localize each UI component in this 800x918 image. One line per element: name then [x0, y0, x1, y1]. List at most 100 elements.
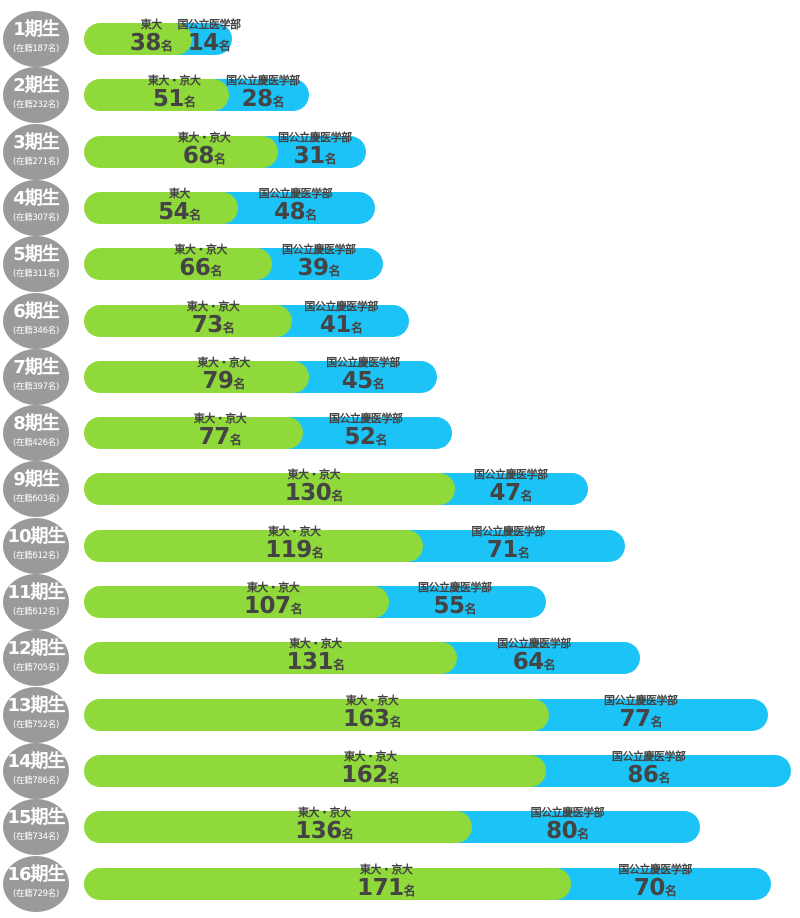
- bar-green: [84, 811, 472, 844]
- bar-value-label: 東大・京大 68名: [178, 131, 231, 171]
- bar-value-label: 東大・京大 119名: [265, 524, 324, 565]
- bar-value: 130名: [285, 481, 344, 508]
- bar-value-unit: 名: [577, 827, 589, 842]
- bar-green: [84, 698, 549, 731]
- bar-value-label: 国公立慶医学部 48名: [258, 186, 333, 227]
- bar-category-label: 国公立慶医学部: [278, 130, 352, 144]
- bar-value: 77名: [604, 707, 678, 734]
- bar-blue: [221, 191, 375, 224]
- enrollment-label: (在籍729名): [13, 888, 59, 899]
- term-badge: 7期生 (在籍397名): [3, 348, 69, 405]
- bar-category-label: 東大・京大: [268, 524, 321, 538]
- chart-row: 8期生 (在籍426名) 東大・京大 77名 国公立慶医学部 52名: [0, 405, 800, 462]
- bar-category-label: 国公立慶医学部: [258, 186, 333, 200]
- enrollment-label: (在籍752名): [13, 719, 59, 730]
- bar-category-label: 国公立慶医学部: [471, 524, 545, 538]
- enrollment-label: (在籍734名): [13, 832, 59, 843]
- bar-value-number: 66: [179, 255, 211, 282]
- bar-category-label: 東大・京大: [359, 862, 413, 876]
- bar-value: 38名: [130, 31, 173, 58]
- bar-category-label: 東大・京大: [345, 693, 399, 707]
- bar-value-label: 国公立慶医学部 31名: [278, 130, 352, 171]
- enrollment-label: (在籍612名): [13, 607, 59, 617]
- term-badge: 12期生 (在籍705名): [3, 630, 69, 687]
- chart-row: 14期生 (在籍786名) 東大・京大 162名 国公立慶医学部 86名: [0, 742, 800, 799]
- bar-value-unit: 名: [658, 770, 670, 785]
- term-badge: 5期生 (在籍311名): [3, 236, 69, 293]
- bar-value-unit: 名: [324, 151, 337, 166]
- bar-green: [84, 304, 293, 337]
- bar-value-label: 国公立慶医学部 45名: [326, 355, 400, 396]
- bar-green: [84, 248, 273, 281]
- bar-value-number: 51: [152, 86, 185, 113]
- bar-value-unit: 名: [183, 95, 196, 110]
- bar-value: 79名: [197, 369, 250, 396]
- bar-green: [84, 417, 304, 450]
- bar-value: 48名: [259, 200, 333, 227]
- bar-blue: [532, 698, 768, 731]
- bar-value-number: 64: [512, 649, 545, 676]
- bar-value-unit: 名: [213, 151, 226, 166]
- bar-value-label: 国公立慶医学部 70名: [618, 862, 692, 903]
- bar-value-unit: 名: [517, 545, 530, 560]
- bar-value: 28名: [226, 87, 300, 114]
- enrollment-label: (在籍786名): [13, 775, 59, 786]
- bar-value: 47名: [474, 481, 548, 508]
- bar-blue: [293, 360, 438, 393]
- bar-value-label: 国公立慶医学部 64名: [497, 638, 571, 677]
- bar-value: 73名: [187, 313, 240, 340]
- term-label: 10期生: [7, 525, 65, 547]
- bar-value-unit: 名: [350, 320, 363, 335]
- term-label: 6期生: [13, 300, 60, 322]
- bar-value-unit: 名: [189, 207, 201, 222]
- bar-category-label: 東大・京大: [289, 637, 342, 651]
- bar-value-label: 国公立慶医学部 47名: [474, 469, 548, 508]
- bar-value: 163名: [343, 707, 402, 734]
- bar-value-number: 28: [241, 86, 274, 113]
- term-label: 14期生: [7, 750, 65, 772]
- bar-value-label: 東大・京大 131名: [286, 637, 345, 677]
- chart-row: 6期生 (在籍346名) 東大・京大 73名 国公立慶医学部 41名: [0, 292, 800, 349]
- bar-value-number: 41: [319, 311, 352, 338]
- enrollment-label: (在籍426名): [13, 438, 59, 449]
- bar-value-label: 東大・京大 130名: [285, 469, 344, 508]
- bar-value-unit: 名: [403, 883, 416, 898]
- bar-value-number: 48: [274, 198, 306, 225]
- bar-value-unit: 名: [210, 264, 222, 279]
- bar-value-unit: 名: [229, 433, 242, 448]
- bar-value: 80名: [531, 819, 605, 846]
- bar-value-unit: 名: [389, 714, 402, 729]
- bar-value: 171名: [357, 876, 416, 903]
- bar-category-label: 国公立慶医学部: [618, 862, 692, 876]
- bar-value-number: 79: [202, 367, 234, 394]
- bar-value-label: 国公立慶医学部 71名: [471, 524, 545, 565]
- bar-category-label: 国公立慶医学部: [326, 355, 400, 369]
- enrollment-label: (在籍311名): [13, 269, 59, 280]
- chart-row: 10期生 (在籍612名) 東大・京大 119名 国公立慶医学部 71名: [0, 517, 800, 574]
- bar-value-unit: 名: [328, 264, 341, 279]
- bar-blue: [455, 811, 700, 844]
- bar-value-unit: 名: [375, 433, 387, 448]
- bar-value-number: 68: [182, 142, 215, 169]
- bar-value-number: 131: [286, 649, 333, 676]
- term-badge: 15期生 (在籍734名): [3, 799, 69, 856]
- bar-green: [84, 79, 230, 112]
- bar-value-unit: 名: [520, 489, 533, 504]
- bar-category-label: 国公立慶医学部: [611, 749, 686, 763]
- bar-green: [84, 360, 310, 393]
- bar-category-label: 国公立慶医学部: [497, 637, 571, 651]
- bar-value-label: 東大・京大 171名: [357, 862, 416, 903]
- bar-value-number: 39: [297, 255, 330, 282]
- bar-category-label: 東大・京大: [147, 74, 201, 88]
- chart-row: 13期生 (在籍752名) 東大・京大 163名 国公立慶医学部 77名: [0, 686, 800, 743]
- term-label: 2期生: [13, 75, 60, 97]
- enrollment-label: (在籍346名): [13, 325, 59, 336]
- bar-category-label: 東大・京大: [174, 243, 227, 257]
- bar-green: [84, 191, 238, 224]
- bar-value: 45名: [326, 369, 400, 396]
- bar-value: 71名: [471, 538, 545, 565]
- bar-value-label: 東大・京大 51名: [148, 75, 201, 114]
- term-label: 15期生: [7, 807, 65, 829]
- bar-value: 86名: [612, 763, 686, 790]
